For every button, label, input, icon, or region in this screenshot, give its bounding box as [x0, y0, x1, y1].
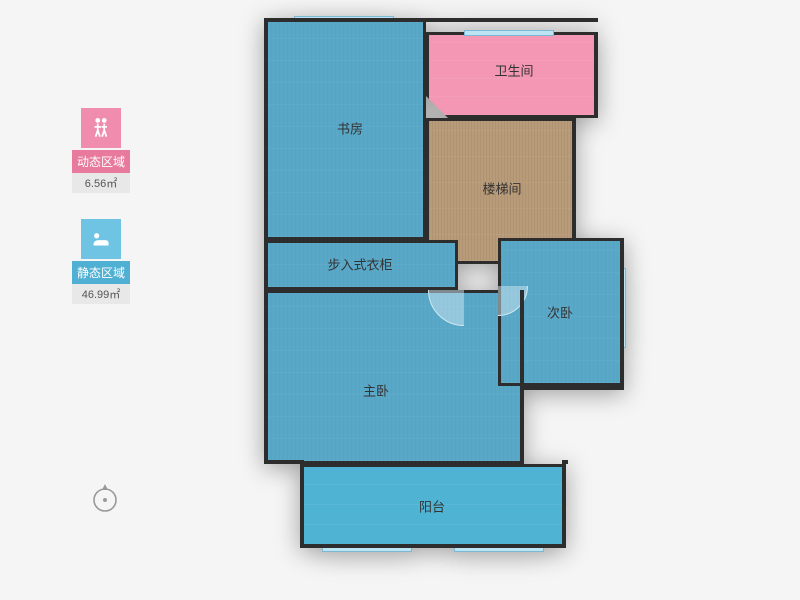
wall-segment	[300, 544, 566, 548]
legend-label-dynamic: 动态区域	[72, 150, 130, 173]
wall-segment	[264, 460, 304, 464]
legend-value-dynamic: 6.56㎡	[72, 173, 130, 193]
legend-item-dynamic: 动态区域 6.56㎡	[72, 108, 130, 193]
wall-segment	[572, 118, 576, 238]
wall-segment	[264, 18, 598, 22]
compass-icon	[90, 480, 120, 510]
wall-segment	[524, 386, 624, 390]
rest-icon	[81, 219, 121, 259]
floorplan: 书房 卫生间楼梯间步入式衣柜主卧 次卧阳台	[264, 18, 624, 572]
room-label-master: 主卧	[363, 381, 389, 400]
wall-segment	[562, 464, 566, 548]
wall-segment	[264, 18, 268, 464]
room-label-walkin: 步入式衣柜	[327, 255, 392, 274]
room-label-bathroom: 卫生间	[494, 61, 533, 80]
people-icon	[81, 108, 121, 148]
room-label-second: 次卧	[547, 303, 573, 322]
legend-item-static: 静态区域 46.99㎡	[72, 219, 130, 304]
wall-segment	[620, 238, 624, 386]
legend-panel: 动态区域 6.56㎡ 静态区域 46.99㎡	[72, 108, 130, 330]
room-master	[264, 290, 524, 464]
wall-segment	[300, 464, 304, 548]
legend-label-static: 静态区域	[72, 261, 130, 284]
window	[464, 30, 554, 36]
legend-value-static: 46.99㎡	[72, 284, 130, 304]
room-label-stair: 楼梯间	[482, 179, 521, 198]
room-label-balcony: 阳台	[419, 497, 445, 516]
wall-segment	[594, 32, 598, 118]
wall-segment	[520, 290, 524, 464]
room-label-study: 书房	[337, 119, 363, 138]
